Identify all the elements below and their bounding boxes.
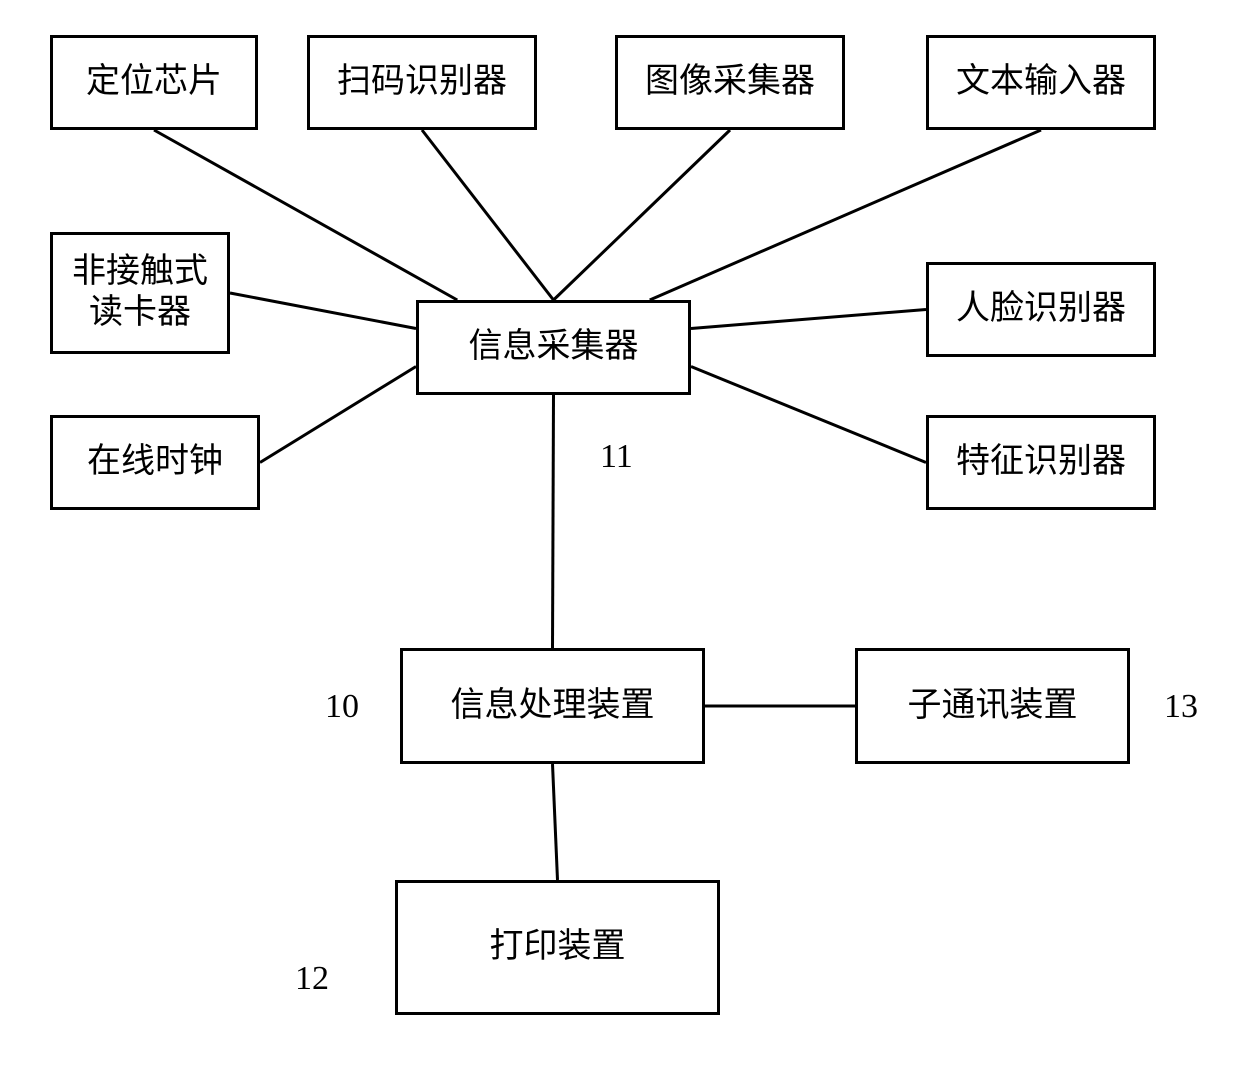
node-n_left_mid: 非接触式 读卡器 <box>50 232 230 354</box>
annotation-a11: 11 <box>600 438 633 476</box>
edge-n_top3-n_collector <box>554 130 731 300</box>
node-n_processor: 信息处理装置 <box>400 648 705 764</box>
annotation-a10: 10 <box>325 688 359 726</box>
edge-n_right_bot-n_collector <box>691 367 926 463</box>
node-n_right_mid: 人脸识别器 <box>926 262 1156 357</box>
node-n_top3: 图像采集器 <box>615 35 845 130</box>
node-n_left_bot: 在线时钟 <box>50 415 260 510</box>
edge-n_processor-n_printer <box>553 764 558 880</box>
edge-n_left_bot-n_collector <box>260 367 416 463</box>
node-n_top1: 定位芯片 <box>50 35 258 130</box>
node-n_right_bot: 特征识别器 <box>926 415 1156 510</box>
node-n_top4: 文本输入器 <box>926 35 1156 130</box>
edge-n_top2-n_collector <box>422 130 554 300</box>
node-n_subcomm: 子通讯装置 <box>855 648 1130 764</box>
node-n_printer: 打印装置 <box>395 880 720 1015</box>
edge-n_left_mid-n_collector <box>230 293 416 329</box>
edge-n_right_mid-n_collector <box>691 310 926 329</box>
annotation-a13: 13 <box>1164 688 1198 726</box>
diagram-stage: { "diagram": { "type": "flowchart", "bac… <box>0 0 1240 1079</box>
node-n_collector: 信息采集器 <box>416 300 691 395</box>
annotation-a12: 12 <box>295 960 329 998</box>
edge-n_collector-n_processor <box>553 395 554 648</box>
node-n_top2: 扫码识别器 <box>307 35 537 130</box>
